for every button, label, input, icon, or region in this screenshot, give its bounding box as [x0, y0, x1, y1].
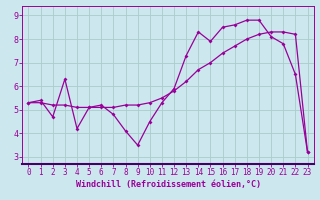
X-axis label: Windchill (Refroidissement éolien,°C): Windchill (Refroidissement éolien,°C) — [76, 180, 260, 189]
